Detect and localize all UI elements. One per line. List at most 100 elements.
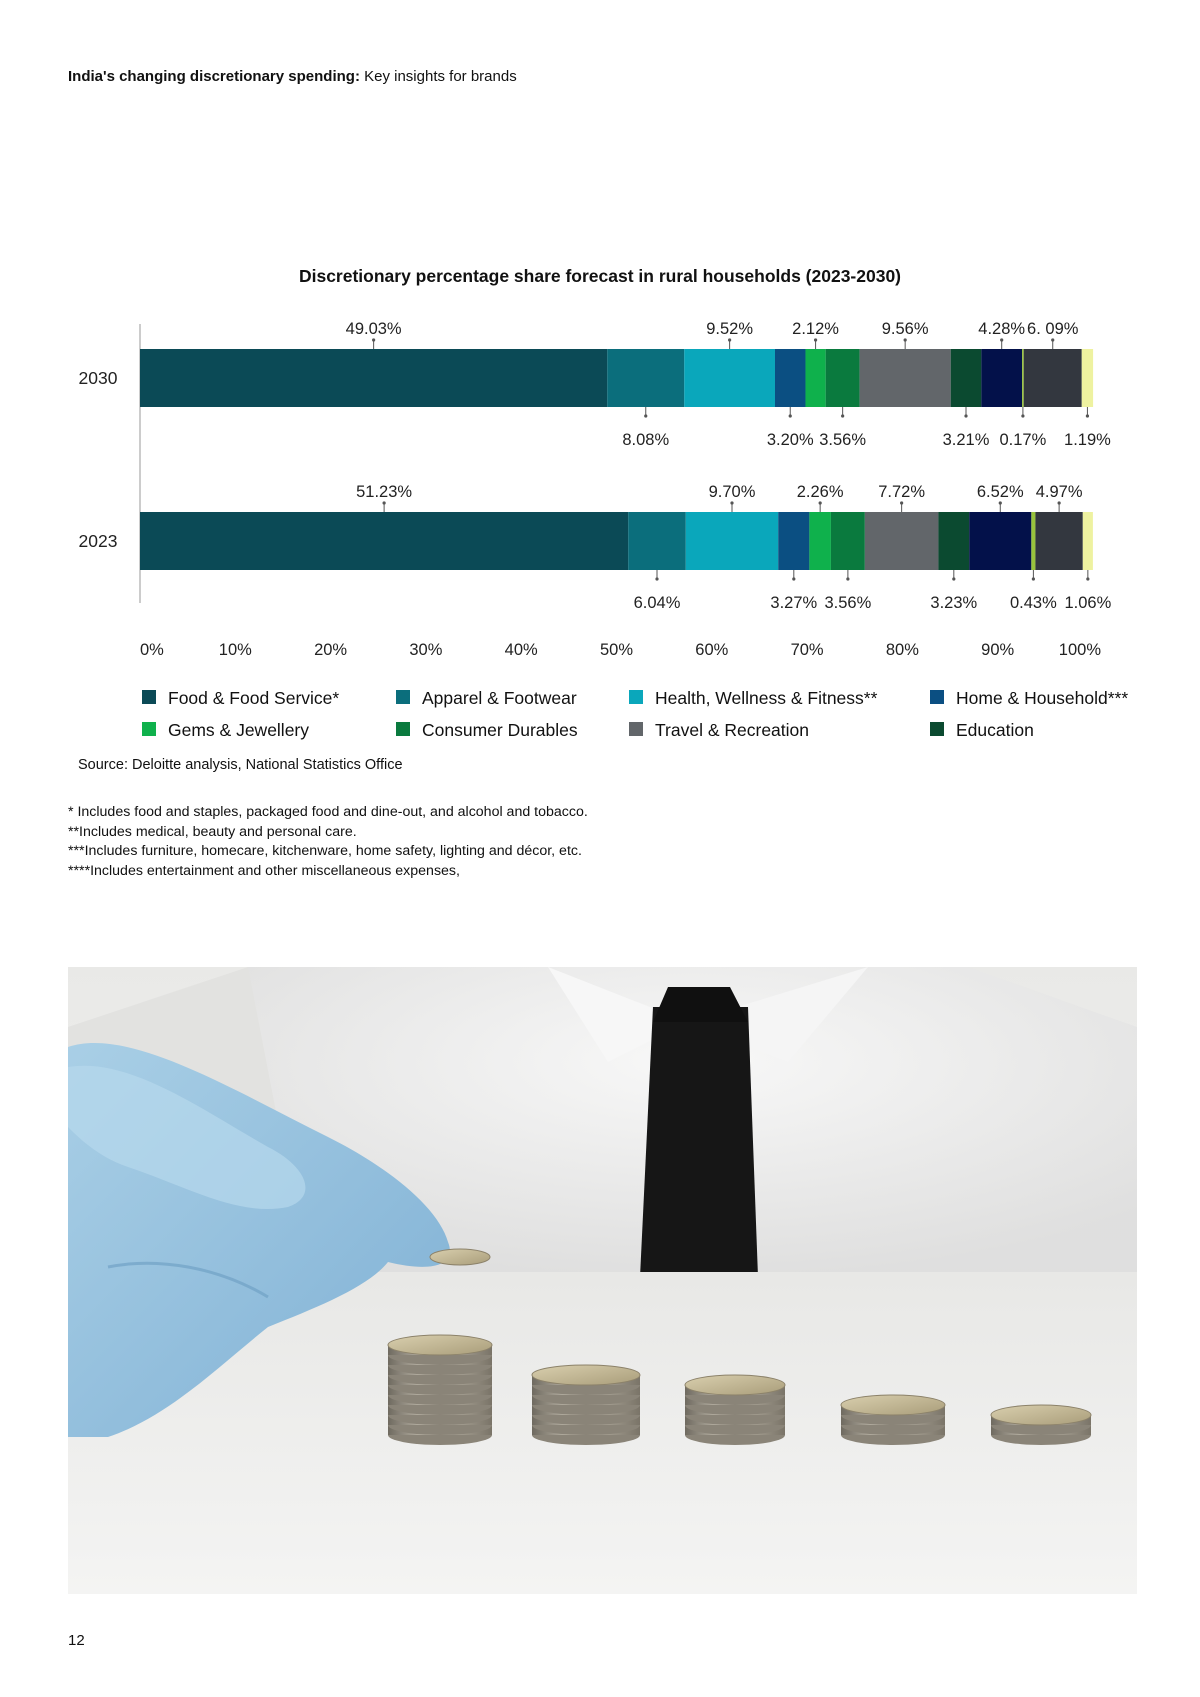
legend-swatch [396, 690, 410, 704]
legend-item-2: Apparel & Footwear [396, 688, 577, 709]
photo-coins-glove [68, 967, 1137, 1594]
data-label-2023-4: 3.27% [770, 594, 817, 612]
x-tick-label-4: 40% [505, 641, 538, 659]
x-tick-label-2: 20% [314, 641, 347, 659]
legend-item-3: Health, Wellness & Fitness** [629, 688, 877, 709]
data-label-2030-6: 3.56% [819, 431, 866, 449]
bar-segment-2030-8 [950, 349, 982, 407]
data-label-2030-4: 3.20% [767, 431, 814, 449]
bar-segment-2023-7 [864, 512, 939, 570]
leader-dot-2030-10 [1021, 414, 1025, 418]
chart-title: Discretionary percentage share forecast … [299, 266, 901, 286]
leader-dot-2030-6 [841, 414, 845, 418]
x-tick-label-8: 80% [886, 641, 919, 659]
page-number: 12 [68, 1632, 85, 1649]
bar-segment-2030-9 [981, 349, 1023, 407]
data-label-2030-10: 0.17% [1000, 431, 1047, 449]
x-tick-label-0: 0% [140, 641, 164, 659]
bar-segment-2023-9 [969, 512, 1032, 570]
data-label-2023-9: 6.52% [977, 483, 1024, 501]
bar-segment-2023-1 [140, 512, 629, 570]
leader-dot-2023-5 [818, 501, 822, 505]
data-label-2030-11: 6. 09% [1027, 320, 1079, 338]
header-title-bold: India's changing discretionary spending: [68, 68, 360, 85]
data-label-2023-10: 0.43% [1010, 594, 1057, 612]
bar-segment-2030-11 [1023, 349, 1082, 407]
bar-segment-2030-1 [140, 349, 608, 407]
data-label-2023-3: 9.70% [709, 483, 756, 501]
data-label-2030-2: 8.08% [622, 431, 669, 449]
data-label-2023-2: 6.04% [634, 594, 681, 612]
legend-label: Gems & Jewellery [168, 720, 310, 740]
footnote-3: ***Includes furniture, homecare, kitchen… [68, 843, 582, 859]
leader-dot-2030-11 [1051, 338, 1055, 342]
leader-dot-2030-1 [372, 338, 376, 342]
legend-swatch [629, 690, 643, 704]
leader-dot-2023-9 [998, 501, 1002, 505]
data-label-2030-9: 4.28% [978, 320, 1025, 338]
chart-legend: Food & Food Service* Apparel & Footwear He… [142, 688, 1162, 758]
bar-segment-2030-5 [805, 349, 826, 407]
leader-dot-2023-1 [382, 501, 386, 505]
legend-swatch [142, 722, 156, 736]
bar-segment-2030-12 [1081, 349, 1094, 407]
leader-dot-2023-3 [730, 501, 734, 505]
leader-dot-2023-11 [1057, 501, 1061, 505]
bar-segment-2023-2 [628, 512, 686, 570]
bar-segment-2030-6 [825, 349, 860, 407]
category-label-2023: 2023 [79, 531, 118, 551]
bar-segment-2023-6 [830, 512, 865, 570]
header-title-rest: Key insights for brands [359, 68, 517, 85]
data-label-2030-7: 9.56% [882, 320, 929, 338]
legend-label: Consumer Durables [422, 720, 578, 740]
leader-dot-2023-6 [846, 577, 850, 581]
category-label-2030: 2030 [79, 368, 118, 388]
bar-segment-2030-3 [684, 349, 775, 407]
bar-segment-2030-10 [1022, 349, 1024, 407]
footnote-1: * Includes food and staples, packaged fo… [68, 804, 588, 820]
legend-label: Education [956, 720, 1034, 740]
x-tick-label-10: 100% [1059, 641, 1102, 659]
data-label-2023-8: 3.23% [930, 594, 977, 612]
bar-segment-2023-5 [809, 512, 831, 570]
x-tick-label-5: 50% [600, 641, 633, 659]
legend-label: Home & Household*** [956, 688, 1129, 708]
leader-dot-2030-4 [788, 414, 792, 418]
bar-segment-2023-12 [1082, 512, 1093, 570]
x-tick-label-9: 90% [981, 641, 1014, 659]
data-label-2023-5: 2.26% [797, 483, 844, 501]
data-label-2030-12: 1.19% [1064, 431, 1111, 449]
legend-label: Food & Food Service* [168, 688, 340, 708]
legend-label: Travel & Recreation [655, 720, 809, 740]
x-tick-label-6: 60% [695, 641, 728, 659]
bar-segment-2023-4 [778, 512, 810, 570]
coin-top [840, 1394, 946, 1416]
legend-item-8: Education [930, 720, 1034, 741]
legend-swatch [629, 722, 643, 736]
data-label-2023-7: 7.72% [878, 483, 925, 501]
stacked-bar-chart: Discretionary percentage share forecast … [79, 266, 1112, 659]
bar-segment-2023-11 [1035, 512, 1083, 570]
data-label-2030-3: 9.52% [706, 320, 753, 338]
coin-top [684, 1374, 786, 1396]
legend-item-6: Consumer Durables [396, 720, 578, 741]
bar-segment-2030-7 [859, 349, 951, 407]
legend-label: Apparel & Footwear [422, 688, 577, 708]
legend-swatch [930, 690, 944, 704]
leader-dot-2023-8 [952, 577, 956, 581]
legend-item-5: Gems & Jewellery [142, 720, 309, 741]
footnotes: * Includes food and staples, packaged fo… [68, 803, 588, 881]
leader-dot-2030-5 [813, 338, 818, 342]
held-coin [429, 1248, 491, 1266]
coin-top [387, 1334, 493, 1356]
leader-dot-2030-3 [728, 338, 732, 342]
x-tick-label-7: 70% [791, 641, 824, 659]
footnote-4: ****Includes entertainment and other mis… [68, 862, 460, 879]
data-label-2023-1: 51.23% [356, 483, 412, 501]
data-label-2030-5: 2.12% [792, 320, 839, 338]
coin-top [531, 1364, 641, 1386]
legend-label: Health, Wellness & Fitness** [655, 688, 878, 708]
leader-dot-2023-7 [900, 501, 904, 505]
data-label-2030-8: 3.21% [943, 431, 990, 449]
leader-dot-2023-10 [1031, 577, 1035, 581]
